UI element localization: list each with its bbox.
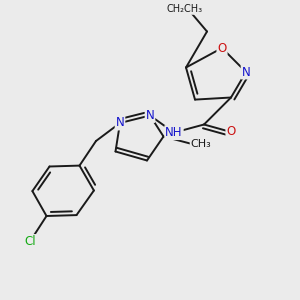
Text: NH: NH <box>165 126 183 139</box>
Text: N: N <box>116 116 124 130</box>
Text: CH₂CH₃: CH₂CH₃ <box>167 4 203 14</box>
Text: O: O <box>218 41 226 55</box>
Text: N: N <box>242 65 250 79</box>
Text: Cl: Cl <box>24 235 36 248</box>
Text: O: O <box>226 125 236 139</box>
Text: N: N <box>146 109 154 122</box>
Text: CH₃: CH₃ <box>190 139 212 149</box>
